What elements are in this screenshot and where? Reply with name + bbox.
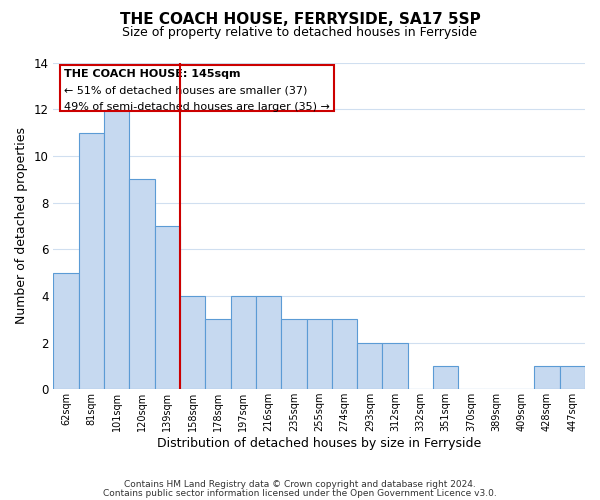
Text: THE COACH HOUSE, FERRYSIDE, SA17 5SP: THE COACH HOUSE, FERRYSIDE, SA17 5SP bbox=[119, 12, 481, 28]
Bar bbox=[205, 319, 230, 389]
Bar bbox=[104, 109, 130, 389]
Bar bbox=[130, 179, 155, 389]
Bar bbox=[281, 319, 307, 389]
Bar bbox=[433, 366, 458, 389]
Text: THE COACH HOUSE: 145sqm
← 51% of detached houses are smaller (37)
49% of semi-de: THE COACH HOUSE: 145sqm ← 51% of detache… bbox=[64, 69, 330, 107]
Y-axis label: Number of detached properties: Number of detached properties bbox=[15, 128, 28, 324]
Bar bbox=[307, 319, 332, 389]
Bar bbox=[357, 342, 382, 389]
Bar bbox=[79, 132, 104, 389]
Bar bbox=[382, 342, 408, 389]
Bar bbox=[230, 296, 256, 389]
Text: ← 51% of detached houses are smaller (37): ← 51% of detached houses are smaller (37… bbox=[64, 86, 307, 96]
Bar bbox=[560, 366, 585, 389]
Text: Size of property relative to detached houses in Ferryside: Size of property relative to detached ho… bbox=[122, 26, 478, 39]
Text: 49% of semi-detached houses are larger (35) →: 49% of semi-detached houses are larger (… bbox=[64, 102, 330, 113]
Text: Contains HM Land Registry data © Crown copyright and database right 2024.: Contains HM Land Registry data © Crown c… bbox=[124, 480, 476, 489]
Bar bbox=[53, 272, 79, 389]
Bar bbox=[535, 366, 560, 389]
Bar bbox=[180, 296, 205, 389]
Bar bbox=[155, 226, 180, 389]
X-axis label: Distribution of detached houses by size in Ferryside: Distribution of detached houses by size … bbox=[157, 437, 481, 450]
Text: THE COACH HOUSE: 145sqm: THE COACH HOUSE: 145sqm bbox=[64, 69, 241, 79]
Text: Contains public sector information licensed under the Open Government Licence v3: Contains public sector information licen… bbox=[103, 490, 497, 498]
Bar bbox=[332, 319, 357, 389]
Bar bbox=[256, 296, 281, 389]
